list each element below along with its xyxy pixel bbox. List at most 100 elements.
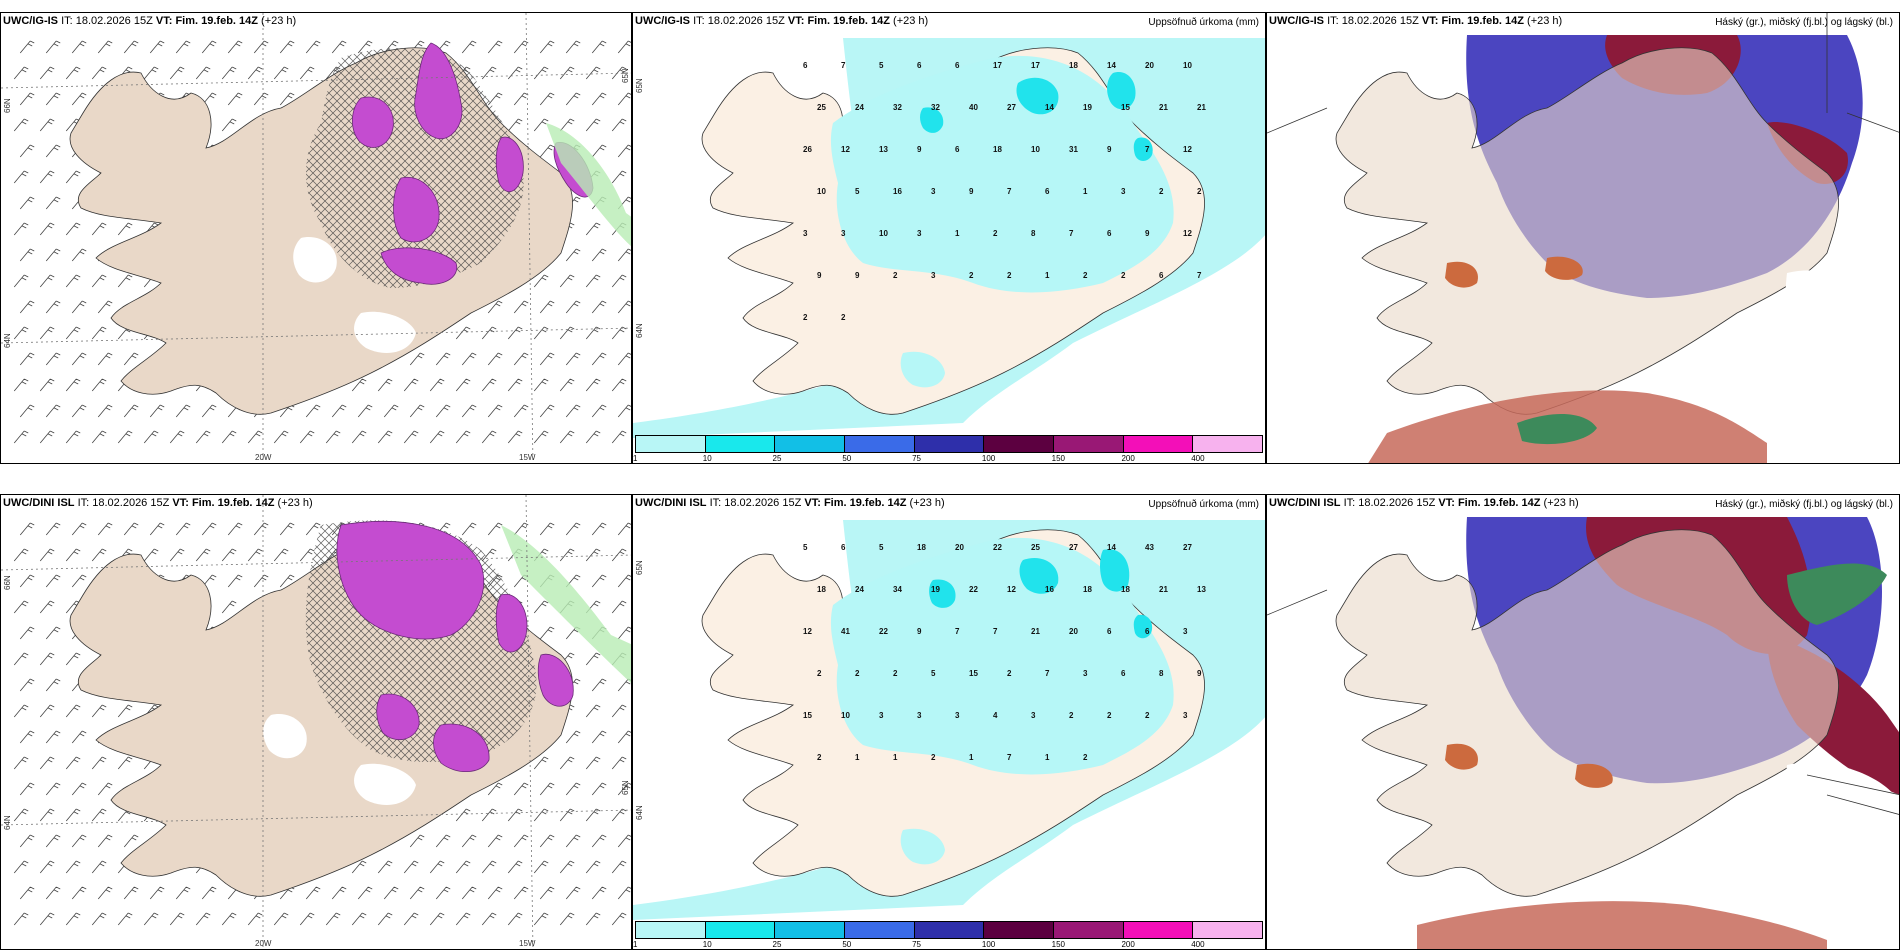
wind-barb (221, 600, 237, 614)
low-cloud-green (1787, 563, 1887, 625)
wind-barb (169, 430, 185, 444)
precip-value: 2 (1145, 711, 1150, 720)
wind-barb (591, 730, 607, 744)
wind-barb (97, 834, 113, 848)
wind-barb (117, 274, 133, 288)
colorbar-labels: 1 10 25 50 75 100 150 200 400 (633, 940, 1263, 949)
wind-barb (19, 300, 35, 314)
precip-value: 3 (931, 271, 936, 280)
snow-purple-4 (380, 247, 458, 285)
wind-barb (585, 704, 601, 718)
wind-barb (91, 860, 107, 874)
it-value: 18.02.2026 15Z (1341, 15, 1419, 27)
precip-value: 2 (817, 753, 822, 762)
colorbar-label: 75 (912, 454, 922, 463)
wind-barb (507, 808, 523, 822)
wind-barb (97, 886, 113, 900)
orange-cloud (1545, 256, 1583, 280)
wind-barb (39, 912, 55, 926)
precip-value: 2 (1007, 669, 1012, 678)
precip-med-area (1133, 614, 1153, 639)
snow-white-patch-2 (354, 763, 416, 805)
wind-barb (273, 548, 289, 562)
wind-barb (65, 222, 81, 236)
wind-barb (227, 522, 243, 536)
colorbar-swatch (984, 436, 1055, 452)
wind-barb (591, 574, 607, 588)
precip-value: 5 (855, 187, 860, 196)
wind-barb (247, 912, 263, 926)
low-cloud-region (1417, 901, 1827, 949)
model-name: UWC/IG-IS (1269, 15, 1324, 27)
wind-barb (65, 378, 81, 392)
precip-value: 2 (969, 271, 974, 280)
cloud-map (1267, 517, 1899, 949)
wind-barb (149, 404, 165, 418)
precip-value: 14 (1107, 61, 1116, 70)
wind-barb (39, 548, 55, 562)
wind-barb (585, 274, 601, 288)
wind-barb (461, 834, 477, 848)
wind-barb (585, 548, 601, 562)
wind-barb (513, 352, 529, 366)
precip-value: 8 (1031, 229, 1036, 238)
wind-barb (71, 300, 87, 314)
wind-barb (435, 404, 451, 418)
precip-value: 6 (841, 543, 846, 552)
wind-barb (559, 808, 575, 822)
wind-barb (39, 860, 55, 874)
wind-barb (611, 808, 627, 822)
wind-barb (65, 808, 81, 822)
it-value: 18.02.2026 15Z (92, 497, 170, 509)
colorbar-swatch (705, 922, 776, 938)
wind-barb (195, 912, 211, 926)
precip-value: 2 (1121, 271, 1126, 280)
wind-barb (19, 522, 35, 536)
wind-barb (533, 600, 549, 614)
map-panel-precip-dini: UWC/DINI ISL IT: 18.02.2026 15Z VT: Fim.… (632, 494, 1266, 950)
wind-barb (123, 352, 139, 366)
wind-barb (565, 248, 581, 262)
panel-header: UWC/IG-IS IT: 18.02.2026 15Z VT: Fim. 19… (1269, 15, 1562, 27)
wind-barb (487, 404, 503, 418)
precip-value: 6 (917, 61, 922, 70)
wind-barb (461, 522, 477, 536)
wind-barb (39, 704, 55, 718)
wind-barb (45, 886, 61, 900)
precip-value: 1 (1045, 271, 1050, 280)
wind-barb (201, 522, 217, 536)
lead-time: (+23 h) (1527, 15, 1563, 27)
iceland-land (1335, 47, 1839, 415)
precip-value: 3 (803, 229, 808, 238)
wind-barb (435, 352, 451, 366)
wind-barb (559, 118, 575, 132)
wind-barb (429, 912, 445, 926)
colorbar-swatch (845, 922, 915, 938)
wind-barb (19, 626, 35, 640)
precip-value: 2 (1159, 187, 1164, 196)
it-label: IT: (1343, 497, 1356, 509)
precip-value: 22 (879, 627, 888, 636)
wind-barb (331, 404, 347, 418)
lon-label: 15W (519, 453, 536, 462)
wind-barb (91, 704, 107, 718)
wind-barb (13, 652, 29, 666)
wind-barb (351, 378, 367, 392)
wind-barb (377, 912, 393, 926)
lon-line (525, 495, 534, 949)
colorbar-swatch (705, 436, 776, 452)
wind-barb (585, 66, 601, 80)
wind-barb (487, 782, 503, 796)
colorbar-swatch (636, 436, 706, 452)
lon-label: 15W (519, 939, 536, 948)
vt-value: Fim. 19.feb. 14Z (1441, 15, 1524, 27)
precip-value: 3 (879, 711, 884, 720)
precip-value: 9 (1107, 145, 1112, 154)
precip-value: 10 (879, 229, 888, 238)
precip-value: 12 (1183, 229, 1192, 238)
wind-barb (559, 756, 575, 770)
precip-value: 3 (917, 229, 922, 238)
